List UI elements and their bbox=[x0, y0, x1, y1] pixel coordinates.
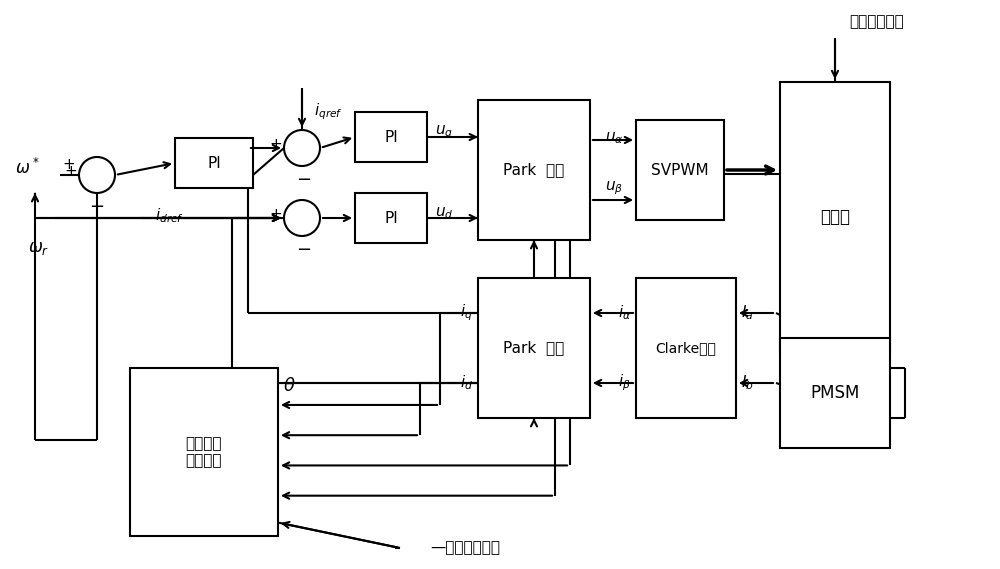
Text: +: + bbox=[62, 156, 75, 171]
Text: $i_\beta$: $i_\beta$ bbox=[618, 373, 631, 393]
Text: $\theta$: $\theta$ bbox=[283, 377, 296, 395]
Text: SVPWM: SVPWM bbox=[651, 163, 709, 178]
Text: $i_q$: $i_q$ bbox=[460, 303, 473, 323]
Text: $i_{dref}$: $i_{dref}$ bbox=[155, 207, 184, 225]
Text: Park  变换: Park 变换 bbox=[503, 163, 565, 178]
Bar bbox=[780, 82, 890, 352]
Text: +: + bbox=[269, 207, 282, 221]
Text: $I_b$: $I_b$ bbox=[741, 374, 754, 393]
Text: 转子角度
速度估测: 转子角度 速度估测 bbox=[186, 436, 222, 468]
Text: 逆变桥: 逆变桥 bbox=[820, 208, 850, 226]
Bar bbox=[478, 278, 590, 418]
Text: +: + bbox=[64, 163, 77, 179]
Text: 直流母线电压: 直流母线电压 bbox=[850, 14, 904, 30]
Text: $i_d$: $i_d$ bbox=[460, 374, 473, 393]
Bar bbox=[130, 368, 278, 536]
Text: $\omega_r$: $\omega_r$ bbox=[28, 239, 49, 257]
Text: PI: PI bbox=[384, 211, 398, 225]
Text: PI: PI bbox=[384, 130, 398, 145]
Text: $u_d$: $u_d$ bbox=[435, 205, 453, 221]
Text: PMSM: PMSM bbox=[810, 384, 860, 402]
Text: −: − bbox=[296, 171, 312, 189]
Text: $i_{qref}$: $i_{qref}$ bbox=[314, 102, 343, 122]
Bar bbox=[355, 193, 427, 243]
Text: —直流母线电压: —直流母线电压 bbox=[430, 541, 500, 555]
Text: $i_\alpha$: $i_\alpha$ bbox=[618, 304, 631, 323]
Bar bbox=[636, 120, 724, 220]
Bar bbox=[478, 100, 590, 240]
Text: $u_q$: $u_q$ bbox=[435, 123, 453, 141]
Text: PI: PI bbox=[207, 155, 221, 171]
Text: $I_a$: $I_a$ bbox=[741, 304, 753, 323]
Text: +: + bbox=[269, 137, 282, 151]
Text: Park  变换: Park 变换 bbox=[503, 340, 565, 356]
Text: −: − bbox=[296, 241, 312, 259]
Bar bbox=[355, 112, 427, 162]
Text: $\omega^*$: $\omega^*$ bbox=[15, 158, 39, 178]
Bar bbox=[175, 138, 253, 188]
Bar bbox=[636, 278, 736, 418]
Text: $u_\alpha$: $u_\alpha$ bbox=[605, 130, 624, 146]
Text: −: − bbox=[89, 198, 105, 216]
Text: $u_\beta$: $u_\beta$ bbox=[605, 179, 623, 197]
Text: Clarke变换: Clarke变换 bbox=[656, 341, 716, 355]
Bar bbox=[780, 338, 890, 448]
